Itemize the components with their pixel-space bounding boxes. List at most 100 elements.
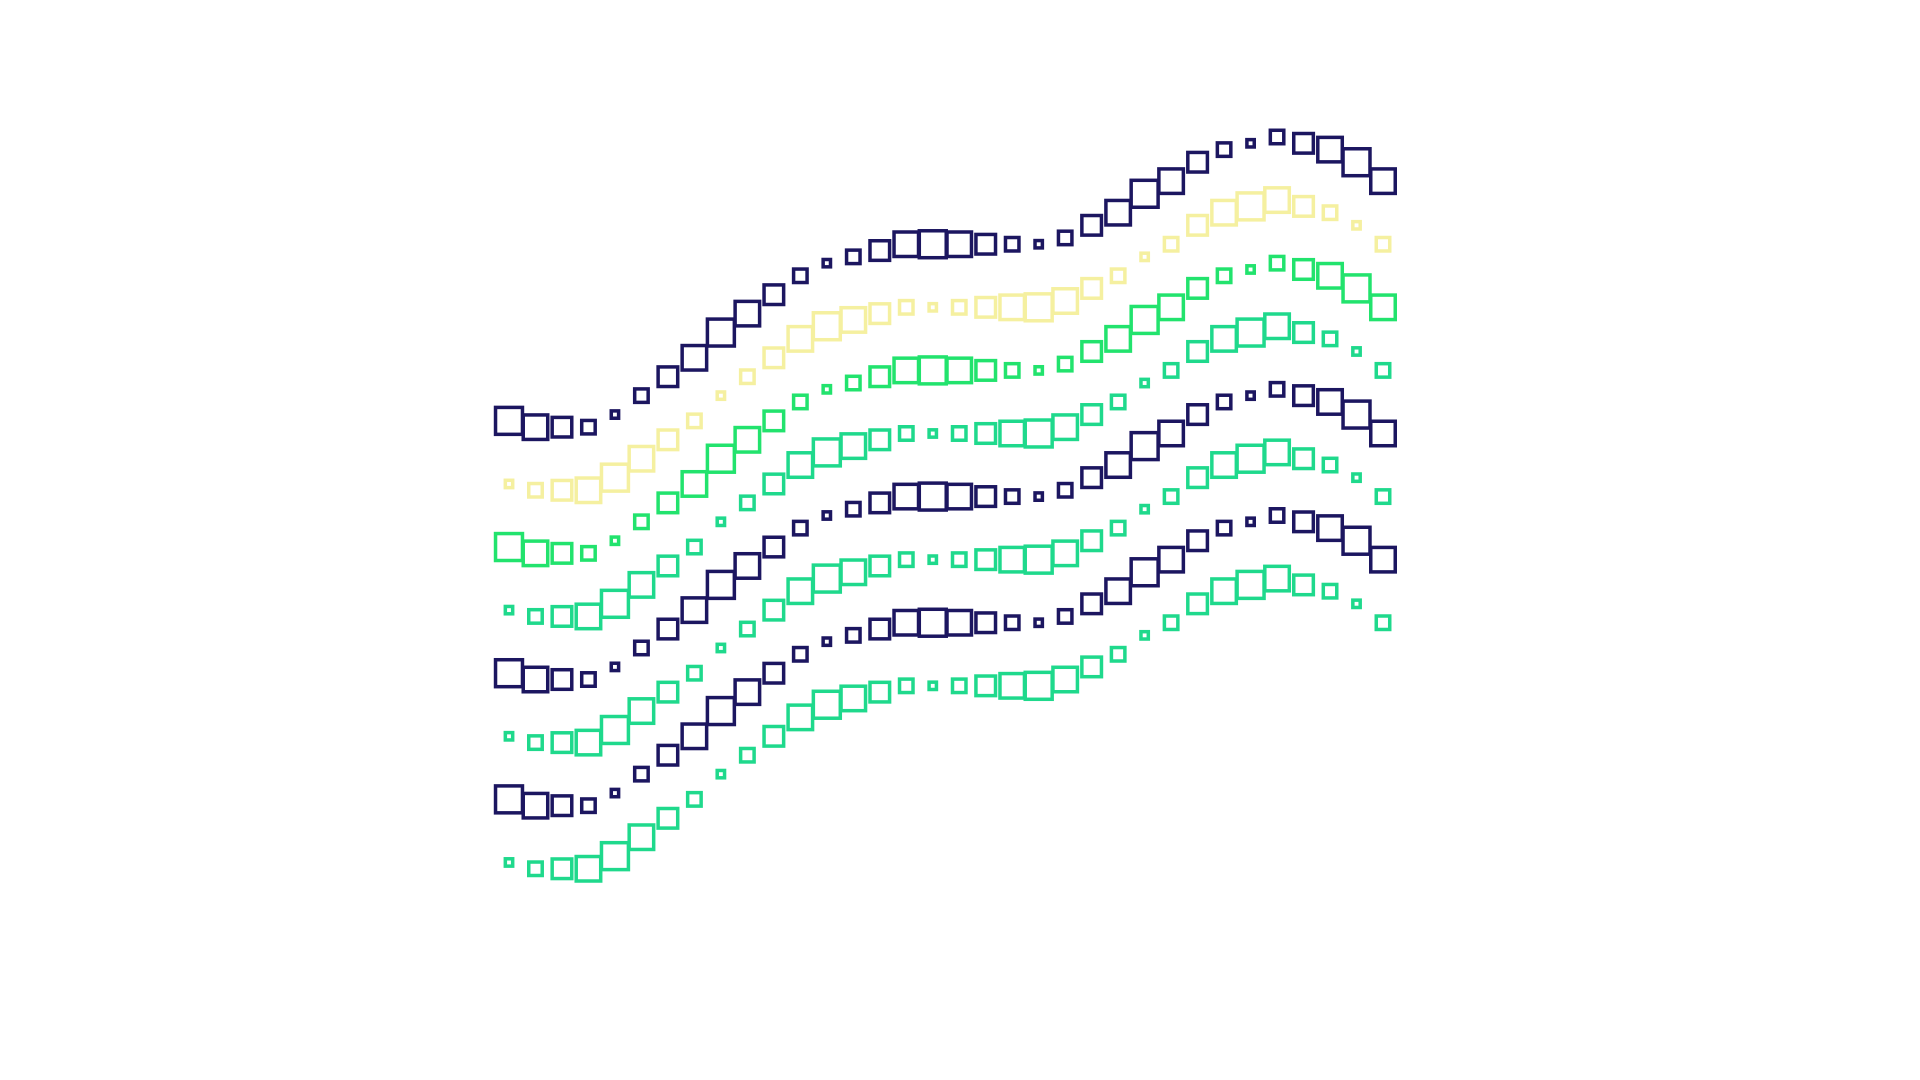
- marker: [738, 746, 756, 764]
- marker: [844, 500, 862, 518]
- marker: [599, 714, 631, 746]
- marker: [945, 230, 974, 259]
- marker: [1316, 387, 1345, 416]
- marker: [839, 305, 868, 334]
- marker: [1139, 629, 1151, 641]
- marker: [685, 538, 703, 556]
- marker: [786, 324, 815, 353]
- marker: [1210, 324, 1239, 353]
- marker: [839, 558, 868, 587]
- marker: [1056, 481, 1074, 499]
- marker: [493, 784, 525, 815]
- marker: [1051, 665, 1080, 694]
- marker: [1080, 339, 1104, 364]
- marker: [656, 428, 680, 452]
- marker: [1369, 293, 1397, 322]
- marker: [599, 588, 631, 620]
- marker: [715, 642, 727, 654]
- marker: [1341, 399, 1372, 430]
- marker: [1245, 137, 1256, 149]
- marker: [791, 519, 809, 537]
- marker: [705, 569, 737, 601]
- marker: [974, 611, 998, 635]
- marker: [917, 481, 948, 512]
- marker: [656, 743, 680, 767]
- marker: [503, 857, 515, 868]
- marker: [1109, 393, 1127, 411]
- marker: [1104, 451, 1133, 480]
- marker: [521, 539, 550, 568]
- marker: [733, 425, 762, 454]
- marker: [1080, 466, 1104, 490]
- marker: [844, 374, 862, 392]
- marker: [868, 680, 892, 704]
- marker: [550, 857, 574, 881]
- marker: [521, 665, 550, 694]
- marker: [1341, 147, 1372, 178]
- marker: [1162, 235, 1180, 253]
- marker: [897, 677, 915, 695]
- marker: [1341, 525, 1372, 556]
- marker: [974, 548, 998, 572]
- marker: [685, 412, 703, 430]
- marker: [811, 689, 843, 720]
- marker: [1316, 135, 1345, 164]
- marker: [656, 680, 680, 704]
- marker: [527, 860, 544, 878]
- marker: [1210, 198, 1239, 227]
- marker: [1291, 131, 1316, 155]
- marker: [1003, 488, 1021, 506]
- marker: [685, 790, 703, 808]
- marker: [632, 387, 650, 405]
- marker: [1033, 364, 1045, 376]
- marker: [1162, 614, 1180, 632]
- marker: [791, 645, 809, 663]
- marker: [868, 365, 892, 389]
- marker: [892, 230, 921, 259]
- marker: [1235, 191, 1266, 222]
- marker: [974, 358, 998, 382]
- marker: [1321, 204, 1339, 222]
- marker: [868, 554, 892, 578]
- marker: [1291, 573, 1316, 597]
- marker: [705, 443, 737, 474]
- marker: [897, 298, 915, 316]
- marker: [917, 607, 948, 638]
- marker: [1157, 293, 1186, 322]
- marker: [1109, 267, 1127, 285]
- marker: [1080, 592, 1104, 616]
- marker: [1051, 287, 1080, 316]
- marker: [685, 664, 703, 682]
- marker: [927, 554, 939, 566]
- marker: [998, 545, 1027, 574]
- marker: [927, 301, 939, 313]
- marker: [821, 636, 833, 648]
- marker: [1129, 304, 1160, 336]
- marker: [1186, 213, 1210, 237]
- marker: [493, 405, 525, 437]
- marker: [811, 437, 843, 468]
- marker: [945, 356, 974, 385]
- marker: [897, 425, 915, 442]
- marker: [868, 428, 892, 452]
- marker: [680, 596, 709, 625]
- marker: [868, 239, 892, 263]
- marker: [609, 409, 621, 420]
- marker: [1369, 419, 1397, 448]
- marker: [1186, 592, 1210, 616]
- marker: [609, 661, 621, 673]
- marker: [527, 481, 544, 499]
- marker: [632, 639, 650, 657]
- marker: [1374, 361, 1392, 379]
- marker: [550, 478, 574, 502]
- marker: [998, 671, 1027, 700]
- marker: [627, 444, 656, 473]
- marker: [945, 608, 974, 637]
- marker: [1291, 510, 1316, 534]
- marker: [1129, 430, 1160, 462]
- marker: [950, 551, 968, 569]
- marker: [503, 604, 515, 616]
- marker: [609, 535, 621, 547]
- marker: [762, 472, 786, 496]
- marker: [897, 551, 915, 569]
